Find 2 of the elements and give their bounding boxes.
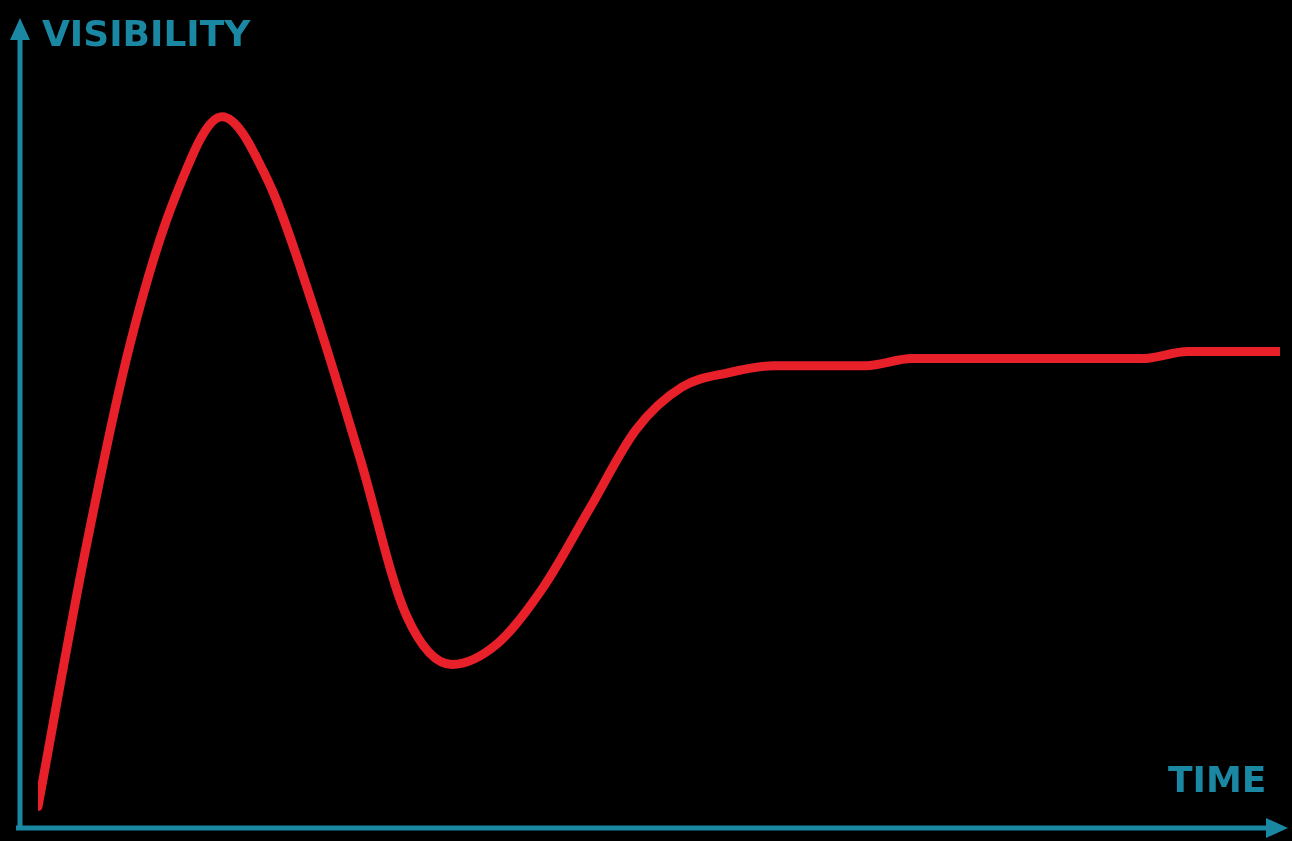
y-axis-title: VISIBILITY	[42, 13, 251, 54]
x-axis-title: TIME	[1168, 759, 1267, 800]
